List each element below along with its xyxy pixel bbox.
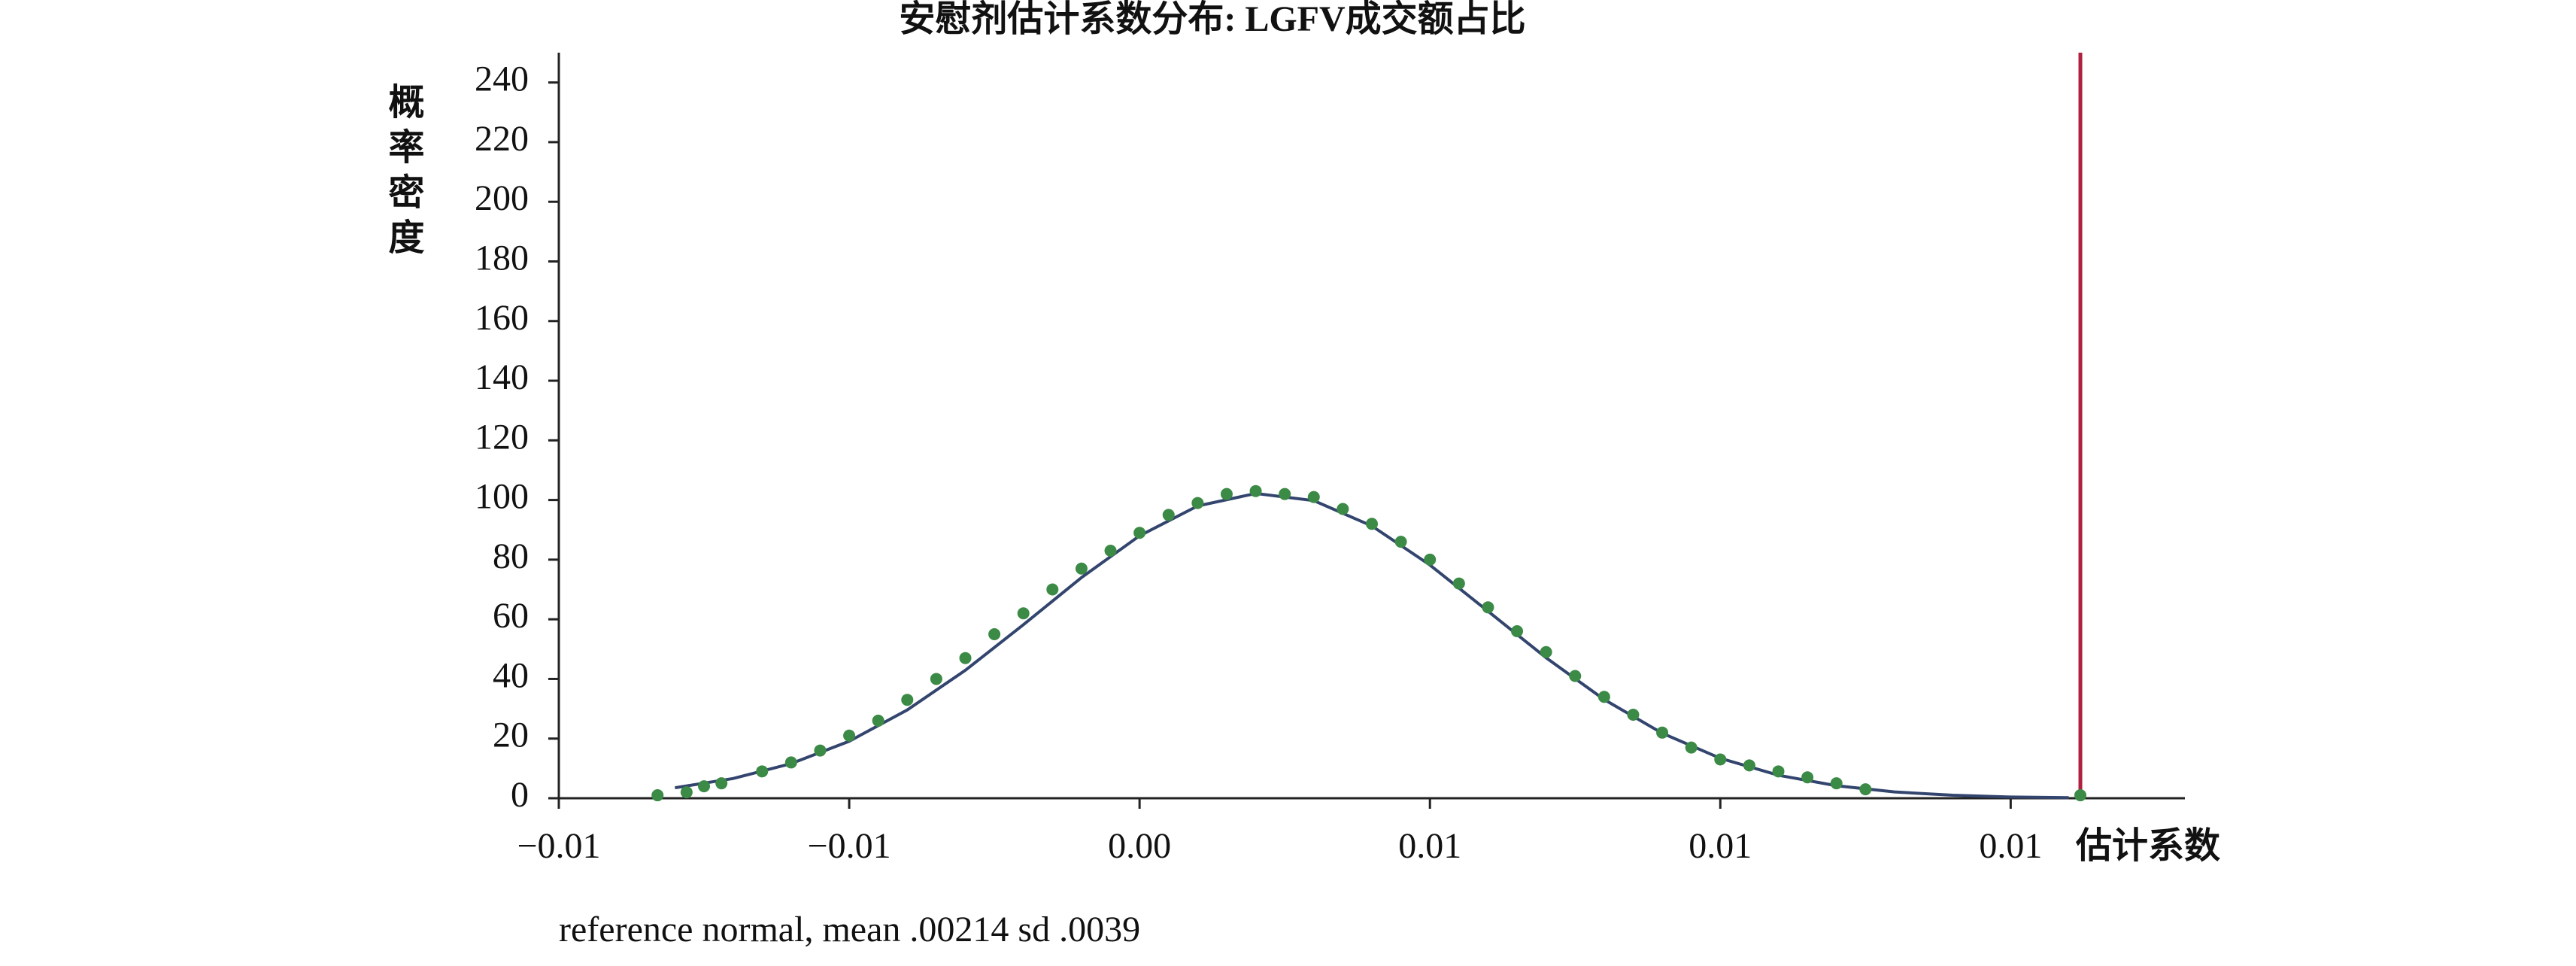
x-tick-label: 0.01 bbox=[1979, 826, 2042, 866]
density-point bbox=[680, 786, 693, 799]
x-tick-label: 0.01 bbox=[1398, 826, 1461, 866]
density-point bbox=[784, 756, 797, 769]
density-point bbox=[651, 789, 664, 802]
density-point bbox=[1801, 771, 1814, 784]
density-point bbox=[1191, 497, 1204, 509]
density-point bbox=[1075, 562, 1088, 575]
density-point bbox=[1540, 646, 1552, 658]
density-point bbox=[814, 744, 827, 757]
density-point bbox=[1279, 488, 1291, 500]
density-point bbox=[1133, 527, 1146, 539]
density-point bbox=[1249, 485, 1262, 497]
density-point bbox=[1307, 491, 1320, 503]
y-tick-label: 140 bbox=[475, 357, 529, 397]
y-tick-label: 220 bbox=[475, 119, 529, 159]
x-tick-label: 0.01 bbox=[1689, 826, 1752, 866]
density-point bbox=[1743, 759, 1755, 772]
density-point bbox=[715, 777, 728, 790]
density-point bbox=[698, 780, 711, 793]
density-point bbox=[901, 694, 914, 706]
density-point bbox=[1162, 509, 1175, 521]
density-point bbox=[1104, 544, 1117, 557]
y-tick-label: 0 bbox=[511, 775, 529, 815]
density-point bbox=[1394, 536, 1407, 548]
y-tick-label: 80 bbox=[493, 536, 529, 576]
density-point bbox=[930, 673, 942, 685]
x-tick-label: −0.01 bbox=[808, 826, 891, 866]
density-curve bbox=[675, 491, 2069, 800]
density-point bbox=[2074, 789, 2087, 802]
density-point bbox=[1714, 753, 1727, 766]
y-tick-label: 120 bbox=[475, 417, 529, 457]
chart-title: 安慰剂估计系数分布: LGFV成交额占比 bbox=[899, 0, 1525, 39]
density-point bbox=[1656, 726, 1669, 739]
x-axis-label: 估计系数 bbox=[2075, 826, 2220, 866]
note: reference normal, mean .00214 sd .0039 bbox=[559, 910, 1140, 949]
density-point bbox=[1772, 765, 1785, 778]
density-point bbox=[1337, 503, 1349, 515]
density-point bbox=[1017, 607, 1030, 620]
y-tick-label: 20 bbox=[493, 715, 529, 755]
density-point bbox=[959, 652, 972, 664]
y-tick-label: 160 bbox=[475, 298, 529, 338]
density-point bbox=[1424, 553, 1437, 566]
y-tick-label: 200 bbox=[475, 178, 529, 218]
y-tick-label: 60 bbox=[493, 596, 529, 636]
density-point bbox=[1482, 601, 1494, 614]
density-point bbox=[756, 765, 769, 778]
density-point bbox=[1597, 691, 1610, 703]
y-tick-label: 240 bbox=[475, 59, 529, 99]
density-point bbox=[1830, 777, 1843, 790]
density-point bbox=[1511, 625, 1524, 638]
density-point bbox=[1366, 518, 1378, 530]
density-point bbox=[1859, 783, 1872, 796]
density-point bbox=[1569, 670, 1582, 682]
density-point bbox=[872, 714, 884, 727]
x-tick-label: 0.00 bbox=[1108, 826, 1171, 866]
density-point bbox=[1627, 709, 1640, 721]
density-point bbox=[843, 729, 856, 742]
y-axis-label: 概率密度 bbox=[383, 83, 425, 263]
x-tick-label: −0.01 bbox=[517, 826, 600, 866]
density-point bbox=[1452, 577, 1465, 590]
density-point bbox=[1046, 583, 1059, 596]
y-tick-label: 180 bbox=[475, 238, 529, 278]
density-point bbox=[1685, 741, 1698, 754]
y-tick-label: 40 bbox=[493, 655, 529, 695]
y-tick-label: 100 bbox=[475, 477, 529, 517]
density-point bbox=[1220, 488, 1233, 500]
density-point bbox=[988, 627, 1001, 640]
